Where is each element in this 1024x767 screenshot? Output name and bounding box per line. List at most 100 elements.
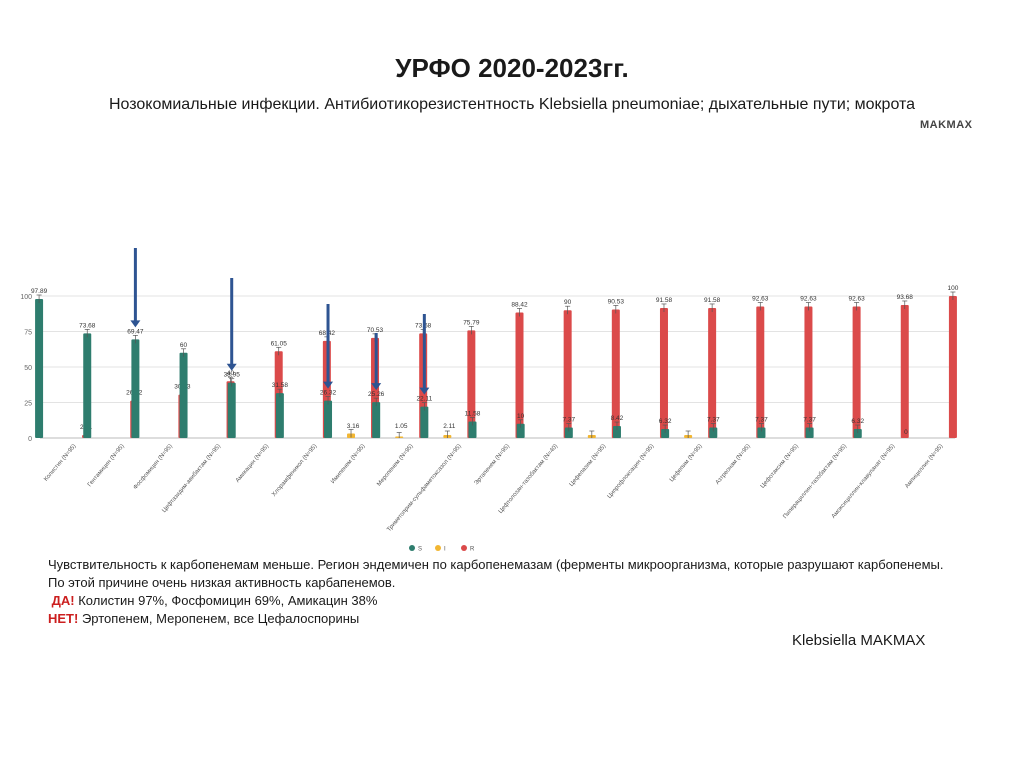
- x-category-label: Амикацин (N=95): [235, 443, 270, 484]
- data-label-s: 0: [904, 429, 908, 436]
- yes-tag: ДА!: [51, 593, 75, 608]
- data-label-s: 38.95: [224, 372, 241, 379]
- x-category-label: Азтреонам (N=95): [715, 443, 752, 486]
- bar-r: [659, 307, 668, 438]
- bar-r: [467, 330, 476, 438]
- data-label-s: 7.37: [755, 417, 768, 424]
- x-category-label: Цефепим (N=95): [669, 443, 704, 483]
- highlight-arrow-head: [323, 381, 334, 389]
- bar-s: [131, 339, 140, 438]
- bar-s: [709, 427, 718, 438]
- x-category-label: Ампициллин (N=95): [904, 443, 944, 489]
- data-label-s: 69.47: [127, 328, 144, 335]
- notes-line-no: НЕТ! Эртопенем, Меропенем, все Цефалоспо…: [48, 610, 948, 628]
- legend-label: R: [470, 547, 475, 553]
- bar-r: [852, 306, 861, 438]
- y-tick-label: 100: [20, 294, 32, 301]
- bar-s: [372, 402, 381, 438]
- bar-s: [661, 429, 670, 438]
- data-label-i: 1.05: [395, 423, 408, 430]
- bar-r: [948, 296, 957, 438]
- data-label-r: 40: [227, 370, 235, 377]
- legend-marker-r: [461, 545, 467, 551]
- data-label-r: 90: [564, 299, 572, 306]
- data-label-r: 92.63: [752, 295, 769, 302]
- x-category-label: Гентамицин (N=95): [87, 443, 126, 488]
- x-category-label: Цефотаксим (N=95): [760, 443, 800, 489]
- bar-r: [515, 312, 524, 438]
- data-label-s: 7.37: [707, 417, 720, 424]
- signature: Klebsiella MAKMAX: [792, 632, 926, 649]
- legend-label: I: [444, 547, 446, 553]
- data-label-s: 7.37: [562, 417, 575, 424]
- x-category-label: Хлорамфеникол (N=95): [271, 443, 318, 498]
- data-label-s: 6.32: [659, 418, 672, 425]
- y-tick-label: 75: [24, 330, 32, 337]
- slide-title: УРФО 2020-2023гг.: [395, 53, 629, 83]
- slide-subtitle: Нозокомиальные инфекции. Антибиотикорези…: [80, 93, 944, 116]
- bar-r: [611, 309, 620, 438]
- highlight-arrow-head: [130, 320, 141, 328]
- bar-s: [612, 426, 621, 438]
- bar-s: [179, 352, 188, 438]
- data-label-s: 97.89: [31, 288, 48, 295]
- data-label-r: 100: [947, 285, 958, 292]
- data-label-s: 73.68: [79, 322, 96, 329]
- legend-label: S: [418, 547, 422, 553]
- no-tag: НЕТ!: [48, 611, 79, 626]
- data-label-r: 88.42: [511, 301, 528, 308]
- bar-s: [83, 333, 92, 438]
- data-label-s: 25.26: [368, 391, 385, 398]
- x-category-label: Колистин (N=95): [43, 443, 77, 482]
- data-label-s: 26.32: [320, 390, 337, 397]
- bar-r: [563, 310, 572, 438]
- data-label-r: 70.53: [367, 327, 384, 334]
- bar-s: [805, 427, 814, 438]
- bar-s: [757, 427, 766, 438]
- highlight-arrow-head: [371, 383, 382, 391]
- x-category-label: Ципрофлоксацин (N=95): [607, 443, 656, 500]
- legend-marker-i: [435, 545, 441, 551]
- x-category-label: Фосфомицин (N=95): [133, 443, 174, 490]
- yes-text: Колистин 97%, Фосфомицин 69%, Амикацин 3…: [74, 593, 378, 608]
- data-label-s: 10: [517, 413, 525, 420]
- bar-s: [564, 427, 573, 438]
- subtitle-lead: Нозокомиальные инфекции.: [108, 96, 320, 113]
- bar-s: [227, 382, 236, 438]
- subtitle-rest: Антибиотикорезистентность Klebsiella pne…: [319, 96, 916, 113]
- data-label-s: 22.11: [416, 396, 432, 403]
- no-text: Эртопенем, Меропенем, все Цефалоспорины: [78, 611, 360, 626]
- notes-line-yes: ДА! Колистин 97%, Фосфомицин 69%, Амикац…: [48, 592, 948, 610]
- data-label-r: 93.68: [897, 294, 914, 301]
- data-label-s: 6.32: [851, 418, 864, 425]
- data-label-s: 31.58: [272, 382, 289, 389]
- data-label-r: 92.63: [848, 295, 865, 302]
- bar-s: [420, 406, 429, 438]
- x-category-label: Цефтолозан-тазобактам (N=40): [498, 443, 559, 515]
- legend-marker-s: [409, 545, 415, 551]
- x-category-label: Имипенем (N=95): [330, 443, 366, 485]
- bar-s: [324, 400, 333, 438]
- data-label-r: 75.79: [463, 319, 480, 326]
- bar-r: [900, 304, 909, 438]
- data-label-r: 91.58: [704, 297, 721, 304]
- data-label-r: 91.58: [656, 297, 673, 304]
- highlight-arrow-head: [419, 387, 430, 395]
- bar-s: [853, 429, 862, 438]
- makmax-logo-badge: MAKMAX: [920, 119, 973, 131]
- data-label-r: 61.05: [271, 340, 288, 347]
- bar-s: [516, 423, 525, 438]
- x-category-label: Меропенем (N=95): [376, 443, 414, 487]
- x-category-label: Эртапенем (N=95): [474, 443, 511, 486]
- data-label-i: 2.11: [443, 423, 456, 430]
- highlight-arrow-head: [226, 363, 237, 371]
- x-category-label: Цефепазим (N=95): [569, 443, 608, 487]
- y-tick-label: 50: [24, 365, 32, 372]
- data-label-r: 92.63: [800, 295, 817, 302]
- notes-line-1: Чувствительность к карбопенемам меньше. …: [48, 557, 944, 590]
- bar-r: [756, 306, 765, 438]
- data-label-s: 60: [180, 342, 188, 349]
- y-tick-label: 25: [24, 401, 32, 408]
- data-label-i: 3.16: [347, 423, 360, 430]
